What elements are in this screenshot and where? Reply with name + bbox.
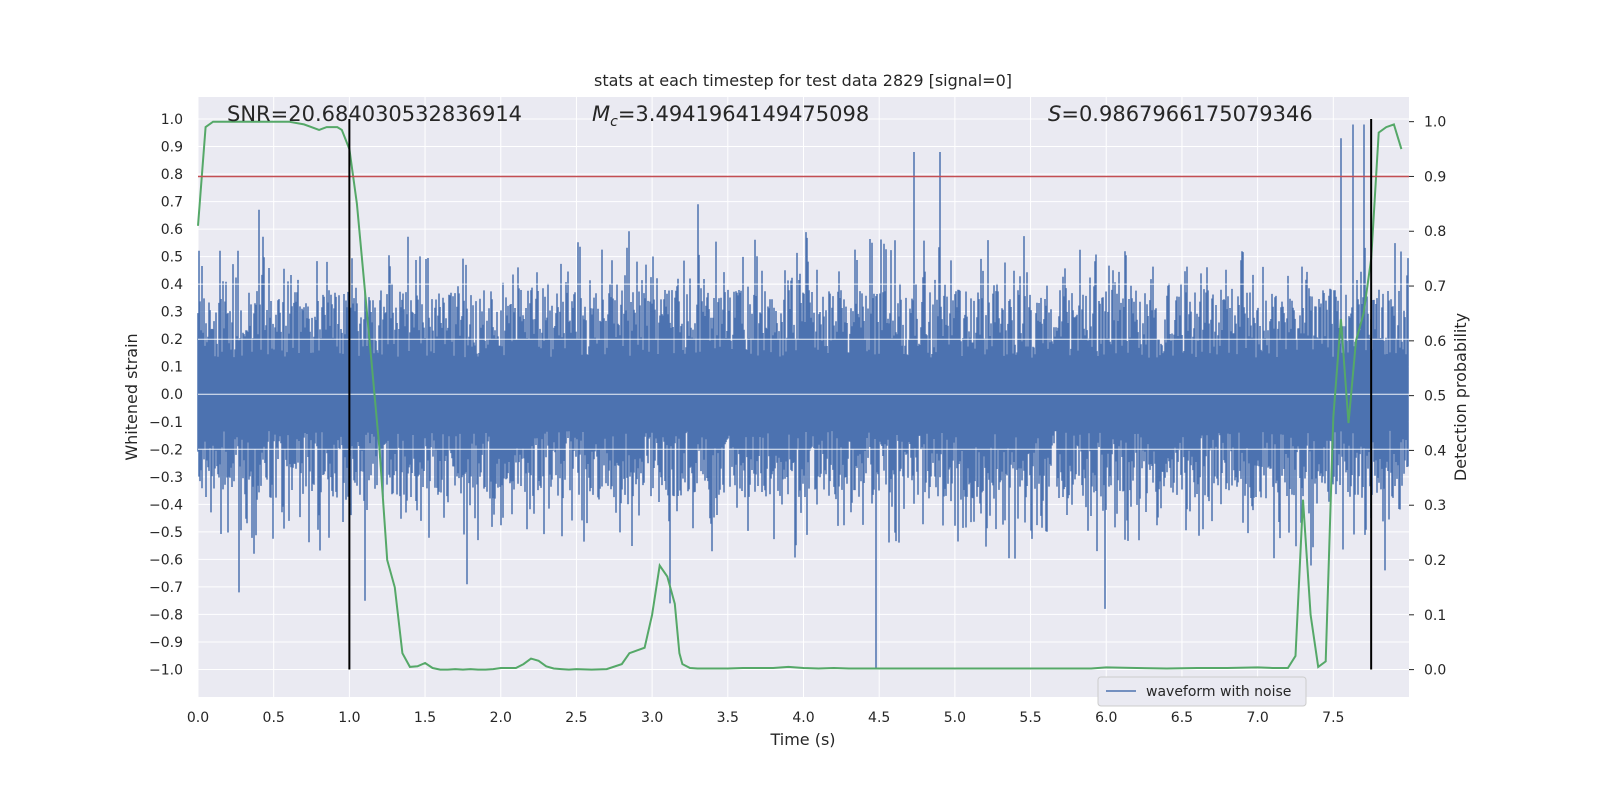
legend-label: waveform with noise bbox=[1146, 684, 1291, 700]
mc-value: =3.4941964149475098 bbox=[618, 102, 869, 126]
x-tick-label: 4.5 bbox=[868, 710, 890, 726]
y-left-tick-label: −0.8 bbox=[149, 607, 183, 623]
x-tick-label: 6.5 bbox=[1171, 710, 1193, 726]
y-left-tick-label: 0.3 bbox=[161, 305, 183, 321]
y-right-tick-label: 0.4 bbox=[1424, 443, 1446, 459]
y-left-tick-label: −0.7 bbox=[149, 580, 183, 596]
mc-annotation: Mc=3.4941964149475098 bbox=[592, 102, 869, 130]
y-left-tick-label: −0.6 bbox=[149, 552, 183, 568]
s-annotation: S=0.9867966175079346 bbox=[1048, 102, 1313, 126]
y-right-tick-label: 0.1 bbox=[1424, 608, 1446, 624]
x-tick-label: 0.0 bbox=[187, 710, 209, 726]
reference-lines bbox=[198, 119, 1409, 670]
y-right-tick-label: 0.5 bbox=[1424, 389, 1446, 405]
x-tick-label: 7.0 bbox=[1246, 710, 1268, 726]
y-left-tick-label: 0.5 bbox=[161, 250, 183, 266]
probability-line bbox=[197, 120, 1403, 671]
x-tick-label: 3.5 bbox=[717, 710, 739, 726]
x-tick-label: 7.5 bbox=[1322, 710, 1344, 726]
x-tick-label: 4.0 bbox=[792, 710, 814, 726]
x-tick-label: 3.0 bbox=[641, 710, 663, 726]
x-tick-label: 6.0 bbox=[1095, 710, 1117, 726]
x-tick-label: 5.0 bbox=[944, 710, 966, 726]
chart-title: stats at each timestep for test data 282… bbox=[594, 71, 1012, 90]
y-left-tick-label: −0.3 bbox=[149, 470, 183, 486]
y-right-tick-label: 0.7 bbox=[1424, 279, 1446, 295]
y-left-tick-label: −0.4 bbox=[149, 497, 183, 513]
y-left-tick-label: 0.9 bbox=[161, 140, 183, 156]
y-right-axis-label: Detection probability bbox=[1451, 313, 1470, 481]
snr-annotation: SNR=20.684030532836914 bbox=[227, 102, 522, 126]
s-value: =0.9867966175079346 bbox=[1061, 102, 1312, 126]
y-left-tick-label: −0.2 bbox=[149, 442, 183, 458]
y-left-tick-label: −0.1 bbox=[149, 415, 183, 431]
y-left-tick-label: −1.0 bbox=[149, 662, 183, 678]
y-left-axis-label: Whitened strain bbox=[122, 333, 141, 460]
x-axis-label: Time (s) bbox=[769, 730, 835, 749]
y-right-tick-label: 0.2 bbox=[1424, 553, 1446, 569]
y-left-tick-label: 0.0 bbox=[161, 387, 183, 403]
y-left-tick-label: 0.6 bbox=[161, 222, 183, 238]
legend: waveform with noise bbox=[1097, 676, 1307, 707]
x-tick-label: 5.5 bbox=[1019, 710, 1041, 726]
mc-symbol: M bbox=[592, 102, 610, 126]
y-right-axis-ticks: 0.0 0.1 0.2 0.3 0.4 0.5 0.6 0.7 0.8 0.9 1.0 bbox=[1409, 115, 1446, 679]
x-tick-label: 0.5 bbox=[263, 710, 285, 726]
y-right-tick-label: 0.9 bbox=[1424, 169, 1446, 185]
mc-subscript: c bbox=[610, 114, 618, 130]
y-left-axis-ticks: −1.0 −0.9 −0.8 −0.7 −0.6 −0.5 −0.4 −0.3 −0.2 −0.1… bbox=[149, 112, 183, 678]
y-right-tick-label: 1.0 bbox=[1424, 115, 1446, 131]
y-left-tick-label: −0.5 bbox=[149, 525, 183, 541]
y-left-tick-label: 0.4 bbox=[161, 277, 183, 293]
y-right-tick-label: 0.8 bbox=[1424, 224, 1446, 240]
y-left-tick-label: 0.8 bbox=[161, 167, 183, 183]
y-right-tick-label: 0.0 bbox=[1424, 663, 1446, 679]
y-left-tick-label: 0.1 bbox=[161, 360, 183, 376]
legend-box bbox=[1097, 676, 1307, 707]
waveform-series bbox=[197, 124, 1409, 670]
y-left-tick-label: 1.0 bbox=[161, 112, 183, 128]
y-right-tick-label: 0.6 bbox=[1424, 334, 1446, 350]
x-tick-label: 2.5 bbox=[565, 710, 587, 726]
x-tick-label: 2.0 bbox=[490, 710, 512, 726]
y-right-tick-label: 0.3 bbox=[1424, 498, 1446, 514]
y-left-tick-label: 0.2 bbox=[161, 332, 183, 348]
x-axis-ticks: 0.0 0.5 1.0 1.5 2.0 2.5 3.0 3.5 4.0 4.5 5.0 5.5 6.0 6… bbox=[187, 710, 1345, 726]
x-tick-label: 1.0 bbox=[338, 710, 360, 726]
waveform-line bbox=[197, 124, 1409, 670]
x-tick-label: 1.5 bbox=[414, 710, 436, 726]
y-left-tick-label: −0.9 bbox=[149, 635, 183, 651]
y-left-tick-label: 0.7 bbox=[161, 195, 183, 211]
s-symbol: S bbox=[1048, 102, 1061, 126]
probability-series bbox=[197, 120, 1403, 671]
